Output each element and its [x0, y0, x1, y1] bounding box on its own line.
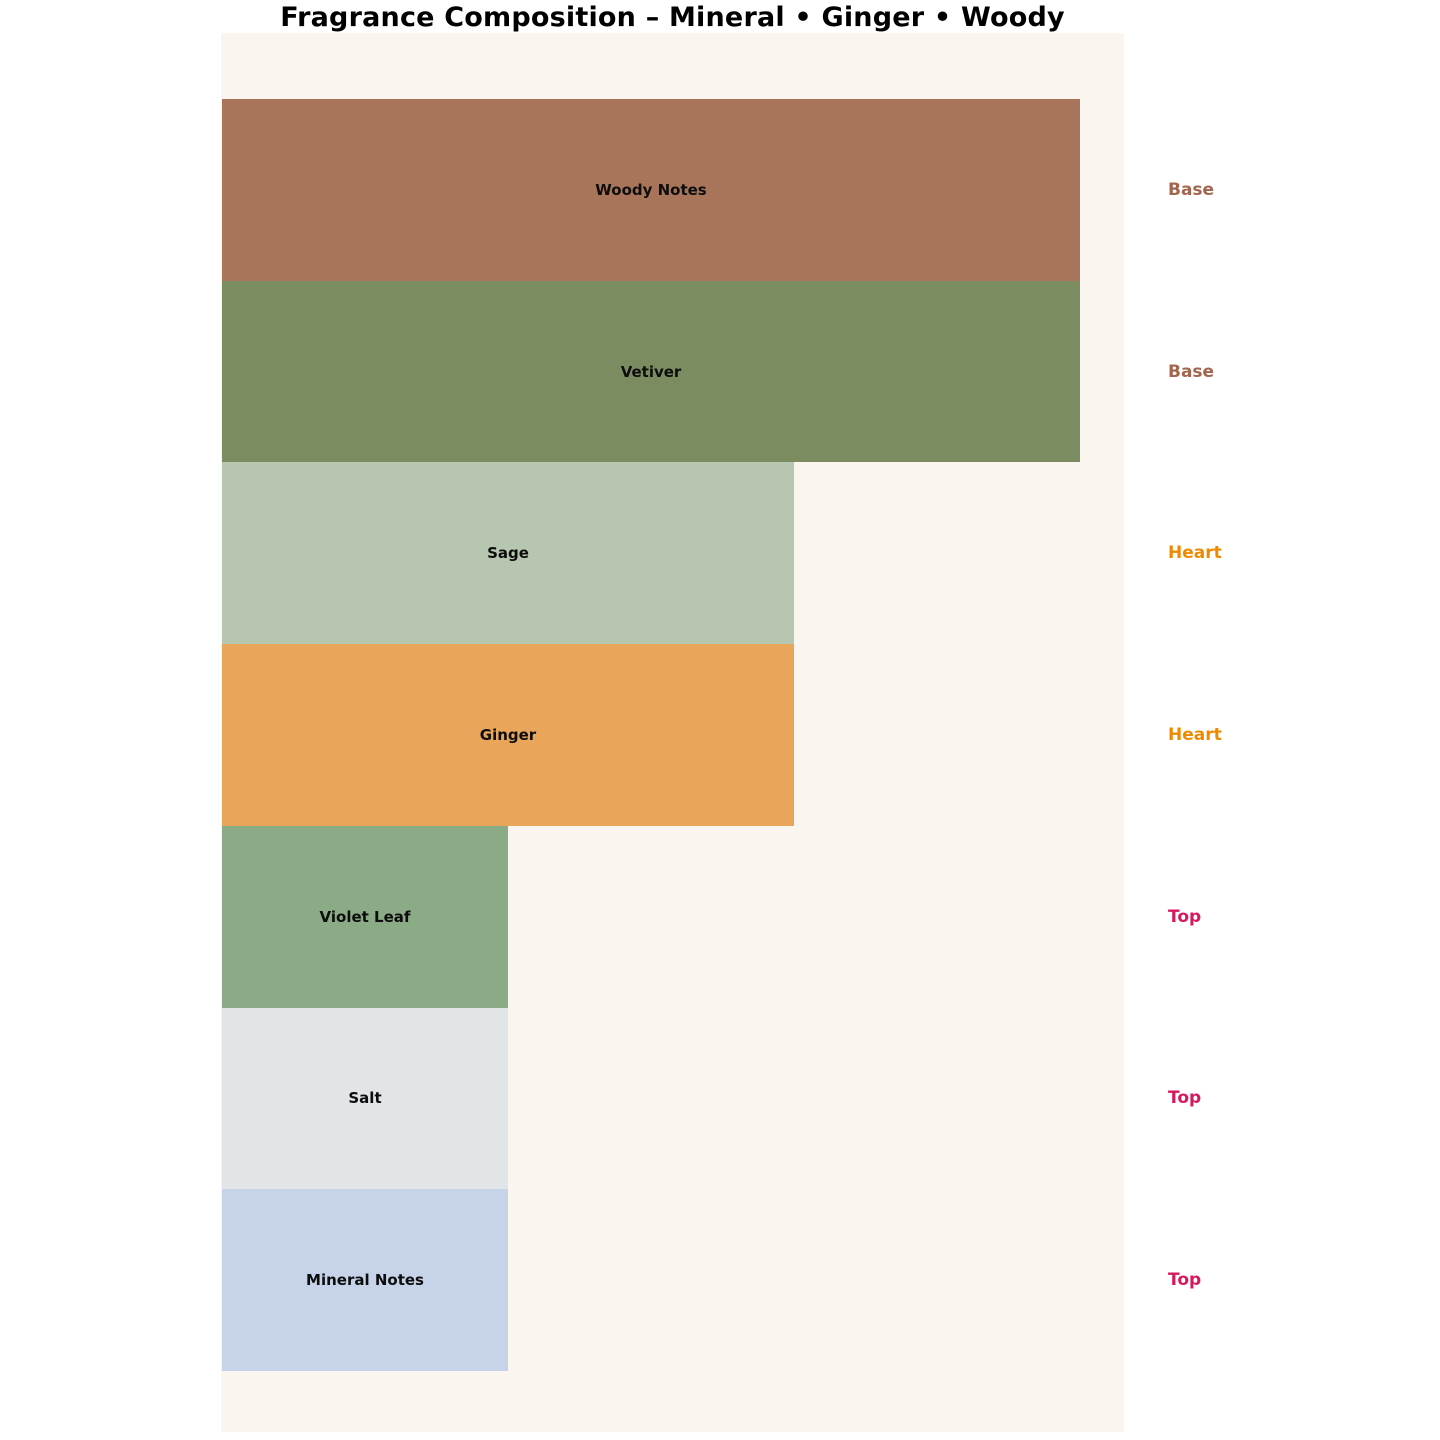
bar-ginger: Ginger	[222, 644, 794, 826]
bar-sage: Sage	[222, 462, 794, 645]
bar-row-woody-notes: Woody Notes	[222, 99, 1125, 281]
bar-row-ginger: Ginger	[222, 644, 1125, 826]
bar-salt: Salt	[222, 1007, 508, 1190]
bar-row-sage: Sage	[222, 462, 1125, 645]
tier-labels: Base Base Heart Heart Top Top Top	[1168, 99, 1222, 1371]
bar-label-mineral-notes: Mineral Notes	[306, 1271, 424, 1290]
tier-label-woody-notes: Base	[1168, 179, 1215, 200]
bar-label-vetiver: Vetiver	[620, 362, 682, 381]
bar-woody-notes: Woody Notes	[222, 99, 1080, 281]
bar-row-vetiver: Vetiver	[222, 280, 1125, 463]
tier-label-salt: Top	[1168, 1088, 1202, 1109]
chart-title: Fragrance Composition – Mineral • Ginger…	[280, 2, 1065, 33]
bar-violet-leaf: Violet Leaf	[222, 825, 508, 1008]
bar-row-violet-leaf: Violet Leaf	[222, 825, 1125, 1008]
bar-label-sage: Sage	[487, 544, 529, 563]
bar-row-mineral-notes: Mineral Notes	[222, 1189, 1125, 1371]
bar-mineral-notes: Mineral Notes	[222, 1189, 508, 1371]
bar-label-ginger: Ginger	[479, 725, 537, 744]
bars: Woody Notes Vetiver Sage Ginger Violet Leaf S…	[222, 99, 1125, 1371]
tier-label-vetiver: Base	[1168, 361, 1215, 382]
bar-vetiver: Vetiver	[222, 280, 1080, 463]
tier-label-violet-leaf: Top	[1168, 906, 1202, 927]
tier-label-mineral-notes: Top	[1168, 1270, 1202, 1291]
bar-label-woody-notes: Woody Notes	[595, 180, 707, 199]
bar-row-salt: Salt	[222, 1007, 1125, 1190]
bar-label-violet-leaf: Violet Leaf	[319, 907, 411, 926]
tier-label-sage: Heart	[1168, 543, 1222, 564]
bar-label-salt: Salt	[348, 1089, 382, 1108]
tier-label-ginger: Heart	[1168, 724, 1222, 745]
